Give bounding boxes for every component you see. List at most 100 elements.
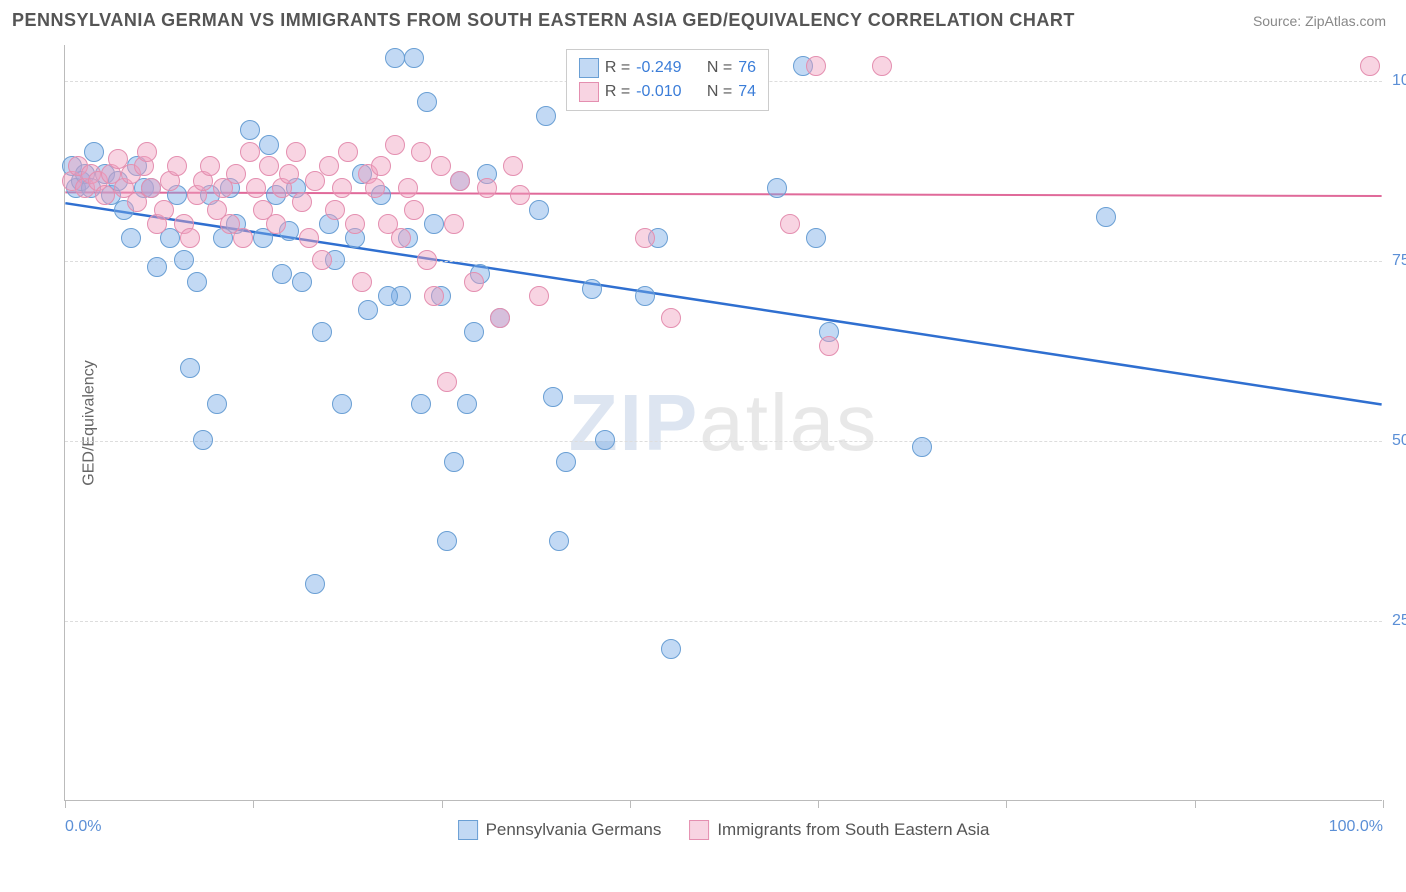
scatter-point-pink — [819, 336, 839, 356]
scatter-point-blue — [417, 92, 437, 112]
legend-n-value: 74 — [738, 83, 756, 101]
scatter-point-pink — [391, 228, 411, 248]
scatter-point-pink — [1360, 56, 1380, 76]
scatter-point-pink — [240, 142, 260, 162]
scatter-point-blue — [529, 200, 549, 220]
scatter-point-blue — [437, 531, 457, 551]
scatter-point-blue — [147, 257, 167, 277]
scatter-point-pink — [872, 56, 892, 76]
scatter-point-blue — [1096, 207, 1116, 227]
plot-area: GED/Equivalency ZIPatlas 25.0%50.0%75.0%… — [64, 45, 1382, 801]
scatter-point-blue — [806, 228, 826, 248]
correlation-legend: R = -0.249 N = 76R = -0.010 N = 74 — [566, 49, 769, 111]
scatter-point-pink — [266, 214, 286, 234]
scatter-point-pink — [431, 156, 451, 176]
legend-r-label: R = — [605, 59, 630, 77]
scatter-point-pink — [137, 142, 157, 162]
legend-swatch — [579, 82, 599, 102]
scatter-point-pink — [510, 185, 530, 205]
scatter-point-pink — [371, 156, 391, 176]
scatter-point-pink — [299, 228, 319, 248]
scatter-point-blue — [661, 639, 681, 659]
scatter-point-blue — [444, 452, 464, 472]
xtick-label: 100.0% — [1329, 818, 1383, 836]
scatter-point-pink — [424, 286, 444, 306]
series-legend-item: Pennsylvania Germans — [458, 820, 662, 840]
series-legend-label: Pennsylvania Germans — [486, 820, 662, 840]
scatter-point-blue — [582, 279, 602, 299]
scatter-point-pink — [444, 214, 464, 234]
scatter-point-blue — [912, 437, 932, 457]
scatter-point-pink — [259, 156, 279, 176]
scatter-point-pink — [464, 272, 484, 292]
scatter-point-pink — [95, 185, 115, 205]
scatter-point-pink — [167, 156, 187, 176]
scatter-point-pink — [806, 56, 826, 76]
scatter-point-pink — [437, 372, 457, 392]
scatter-point-blue — [556, 452, 576, 472]
legend-row: R = -0.249 N = 76 — [579, 56, 756, 80]
scatter-point-blue — [174, 250, 194, 270]
scatter-point-blue — [240, 120, 260, 140]
xtick — [65, 800, 66, 808]
scatter-point-pink — [319, 156, 339, 176]
scatter-point-pink — [226, 164, 246, 184]
legend-swatch — [579, 58, 599, 78]
chart-title: PENNSYLVANIA GERMAN VS IMMIGRANTS FROM S… — [12, 10, 1075, 31]
legend-swatch — [458, 820, 478, 840]
gridline — [65, 261, 1382, 262]
xtick — [1006, 800, 1007, 808]
scatter-point-blue — [187, 272, 207, 292]
scatter-point-blue — [424, 214, 444, 234]
scatter-point-pink — [180, 228, 200, 248]
scatter-point-pink — [325, 200, 345, 220]
scatter-point-blue — [543, 387, 563, 407]
scatter-point-blue — [180, 358, 200, 378]
scatter-point-pink — [365, 178, 385, 198]
xtick — [1383, 800, 1384, 808]
legend-n-value: 76 — [738, 59, 756, 77]
scatter-point-pink — [503, 156, 523, 176]
scatter-point-pink — [292, 192, 312, 212]
scatter-point-blue — [332, 394, 352, 414]
scatter-point-blue — [549, 531, 569, 551]
scatter-point-blue — [292, 272, 312, 292]
scatter-point-pink — [286, 142, 306, 162]
scatter-point-pink — [279, 164, 299, 184]
xtick-label: 0.0% — [65, 818, 101, 836]
scatter-point-blue — [635, 286, 655, 306]
xtick — [818, 800, 819, 808]
xtick — [1195, 800, 1196, 808]
scatter-point-blue — [385, 48, 405, 68]
scatter-point-blue — [767, 178, 787, 198]
scatter-point-pink — [529, 286, 549, 306]
series-legend-label: Immigrants from South Eastern Asia — [717, 820, 989, 840]
scatter-point-blue — [411, 394, 431, 414]
scatter-point-blue — [404, 48, 424, 68]
scatter-point-blue — [259, 135, 279, 155]
chart-source: Source: ZipAtlas.com — [1253, 13, 1386, 29]
scatter-point-blue — [207, 394, 227, 414]
ytick-label: 100.0% — [1392, 72, 1406, 90]
scatter-point-pink — [477, 178, 497, 198]
series-legend: Pennsylvania Germans Immigrants from Sout… — [458, 820, 990, 840]
legend-n-label: N = — [707, 83, 732, 101]
gridline — [65, 441, 1382, 442]
scatter-point-pink — [338, 142, 358, 162]
scatter-point-blue — [457, 394, 477, 414]
scatter-point-blue — [312, 322, 332, 342]
ytick-label: 50.0% — [1392, 432, 1406, 450]
legend-r-value: -0.249 — [636, 59, 681, 77]
scatter-point-blue — [464, 322, 484, 342]
legend-r-value: -0.010 — [636, 83, 681, 101]
scatter-point-pink — [233, 228, 253, 248]
scatter-point-pink — [200, 156, 220, 176]
ytick-label: 75.0% — [1392, 252, 1406, 270]
xtick — [630, 800, 631, 808]
scatter-point-pink — [352, 272, 372, 292]
scatter-point-pink — [780, 214, 800, 234]
scatter-point-pink — [450, 171, 470, 191]
legend-n-label: N = — [707, 59, 732, 77]
scatter-point-blue — [121, 228, 141, 248]
scatter-point-blue — [84, 142, 104, 162]
